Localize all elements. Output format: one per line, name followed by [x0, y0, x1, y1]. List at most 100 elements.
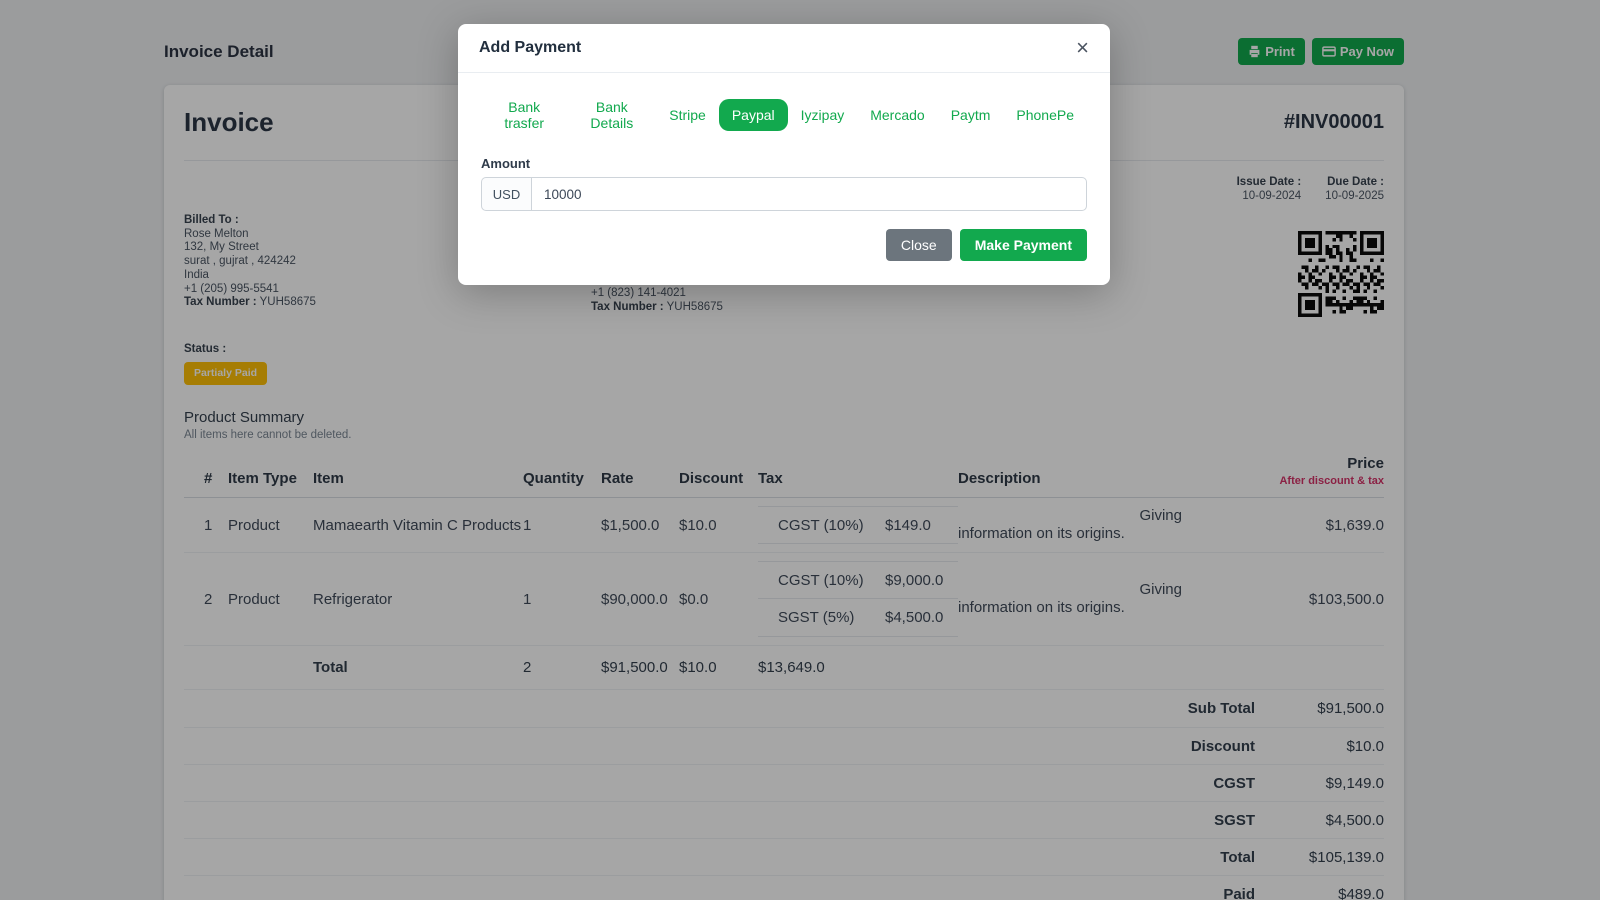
total-tax: $13,649.0 — [758, 659, 825, 677]
billed-to-block: Billed To : Rose Melton 132, My Street sur… — [184, 214, 584, 317]
summary-label: CGST — [1213, 774, 1255, 792]
summary-value: $105,139.0 — [1308, 848, 1384, 866]
table-row: 1 Product Mamaearth Vitamin C Products 1 $1,… — [184, 498, 1384, 554]
item-quantity: 1 — [523, 516, 532, 534]
tax-row: CGST (10%) $9,000.0 — [758, 561, 958, 600]
tax-amount: $4,500.0 — [885, 609, 944, 627]
tax-row: SGST (5%) $4,500.0 — [758, 599, 958, 638]
close-button[interactable]: Close — [885, 229, 952, 261]
tab-phonepe[interactable]: PhonePe — [1003, 99, 1087, 131]
billed-to-line: India — [184, 268, 209, 281]
tab-bank-details[interactable]: Bank Details — [567, 91, 656, 139]
summary-label: Sub Total — [1187, 700, 1255, 718]
modal-body: Bank trasfer Bank Details Stripe Paypal Iyzi… — [458, 73, 1110, 285]
tab-paypal[interactable]: Paypal — [718, 99, 788, 131]
tax-name: CGST (10%) — [778, 571, 864, 589]
item-taxes: CGST (10%) $149.0 — [758, 506, 958, 545]
invoice-qr-code — [1298, 231, 1384, 317]
product-summary-subtitle: All items here cannot be deleted. — [184, 429, 352, 442]
close-icon[interactable]: × — [1076, 35, 1089, 60]
tab-bank-trasfer[interactable]: Bank trasfer — [481, 91, 567, 139]
dates-block: Issue Date : 10-09-2024 Due Date : 10-09… — [984, 175, 1384, 203]
column-header: Quantity — [523, 470, 584, 488]
billed-to-line: Rose Melton — [184, 227, 249, 240]
item-rate: $1,500.0 — [601, 516, 660, 534]
item-name: Refrigerator — [313, 590, 393, 608]
status-label: Status : — [184, 343, 227, 355]
modal-actions: Close Make Payment — [481, 229, 1087, 261]
modal-title: Add Payment — [479, 39, 582, 56]
tax-amount: $9,000.0 — [885, 571, 944, 589]
payment-method-tabs: Bank trasfer Bank Details Stripe Paypal Iyzi… — [481, 91, 1087, 139]
billed-to-line: +1 (205) 995-5541 — [184, 282, 279, 295]
item-price: $103,500.0 — [1308, 590, 1384, 608]
summary-label: Total — [1220, 848, 1255, 866]
tax-name: CGST (10%) — [778, 516, 864, 534]
item-index: 1 — [204, 516, 213, 534]
item-price: $1,639.0 — [1325, 516, 1384, 534]
summary-section: Sub Total $91,500.0 Discount $10.0 CGST $9,14… — [184, 690, 1384, 900]
column-header-price: Price After discount & tax — [1220, 455, 1384, 487]
product-summary-title: Product Summary — [184, 409, 305, 427]
shipped-tax-line: Tax Number : YUH58675 — [591, 300, 723, 313]
modal-header: Add Payment × — [458, 24, 1110, 73]
items-total-row: Total 2 $91,500.0 $10.0 $13,649.0 — [184, 646, 1384, 691]
item-taxes: CGST (10%) $9,000.0 SGST (5%) $4,500.0 — [758, 561, 958, 638]
item-rate: $90,000.0 — [601, 590, 668, 608]
description-line: Giving — [1139, 507, 1182, 525]
amount-input-group: USD — [481, 177, 1087, 211]
total-discount: $10.0 — [679, 659, 717, 677]
amount-label: Amount — [481, 156, 531, 171]
summary-value: $10.0 — [1346, 737, 1384, 755]
tab-stripe[interactable]: Stripe — [656, 99, 719, 131]
invoice-info-row: Billed To : Rose Melton 132, My Street sur… — [184, 175, 1384, 317]
tab-mercado[interactable]: Mercado — [857, 99, 937, 131]
credit-card-icon — [1321, 45, 1336, 58]
summary-row: Discount $10.0 — [184, 727, 1384, 764]
summary-row: Total $105,139.0 — [184, 838, 1384, 875]
summary-label: Paid — [1223, 885, 1255, 900]
item-discount: $0.0 — [679, 590, 709, 608]
total-quantity: 2 — [523, 659, 532, 677]
shipped-phone: +1 (823) 141-4021 — [591, 287, 686, 299]
column-header: # — [204, 470, 213, 488]
column-header: Discount — [679, 470, 744, 488]
tab-iyzipay[interactable]: Iyzipay — [788, 99, 858, 131]
item-description: Giving information on its origins. — [958, 581, 1220, 617]
invoice-number: #INV00001 — [1283, 111, 1384, 133]
dates-and-qr: Issue Date : 10-09-2024 Due Date : 10-09… — [984, 175, 1384, 317]
column-header: Item — [313, 470, 344, 488]
tax-amount: $149.0 — [885, 516, 931, 534]
billed-to-lines: Rose Melton 132, My Street surat , gujrat … — [184, 228, 584, 297]
description-line: information on its origins. — [958, 525, 1125, 543]
item-quantity: 1 — [523, 590, 532, 608]
status-badge: Partialy Paid — [184, 361, 268, 386]
pay-now-button[interactable]: Pay Now — [1311, 38, 1404, 65]
invoice-heading: Invoice — [184, 107, 274, 137]
total-rate: $91,500.0 — [601, 659, 668, 677]
item-type: Product — [228, 516, 280, 534]
column-header: Item Type — [228, 470, 297, 488]
page-title: Invoice Detail — [164, 41, 274, 61]
summary-label: Discount — [1190, 737, 1255, 755]
total-label: Total — [313, 659, 348, 677]
summary-value: $91,500.0 — [1317, 700, 1384, 718]
tab-paytm[interactable]: Paytm — [938, 99, 1004, 131]
summary-row: Sub Total $91,500.0 — [184, 690, 1384, 727]
billed-to-line: 132, My Street — [184, 241, 259, 254]
shipped-to-block: +1 (823) 141-4021 Tax Number : YUH58675 — [584, 287, 984, 317]
summary-row: Paid $489.0 — [184, 875, 1384, 900]
summary-row: SGST $4,500.0 — [184, 801, 1384, 838]
issue-date: Issue Date : 10-09-2024 — [1236, 176, 1302, 202]
column-header: Description — [958, 470, 1041, 488]
table-row: 2 Product Refrigerator 1 $90,000.0 $0.0 CGST (… — [184, 553, 1384, 647]
summary-value: $489.0 — [1338, 885, 1384, 900]
billed-tax-line: Tax Number : YUH58675 — [184, 296, 316, 309]
amount-input[interactable] — [531, 177, 1087, 211]
price-note: After discount & tax — [1279, 475, 1384, 488]
column-header: Tax — [758, 470, 783, 488]
billed-to-line: surat , gujrat , 424242 — [184, 255, 296, 268]
make-payment-button[interactable]: Make Payment — [959, 229, 1087, 261]
column-header: Rate — [601, 470, 634, 488]
print-button[interactable]: Print — [1238, 38, 1305, 65]
